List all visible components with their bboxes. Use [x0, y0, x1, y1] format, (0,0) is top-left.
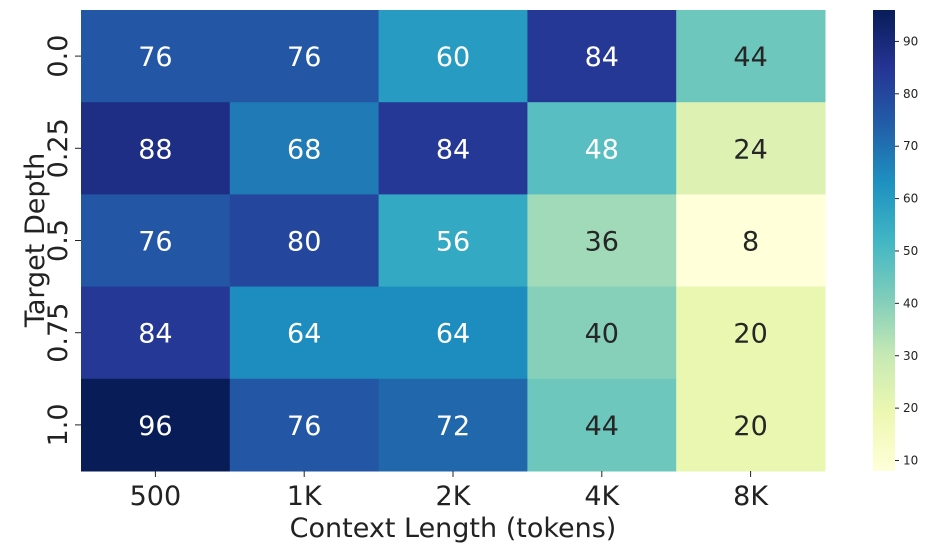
- cell-value-label: 76: [287, 42, 321, 73]
- heatmap-cell: [81, 102, 231, 195]
- x-tick-label: 8K: [733, 481, 769, 512]
- y-tick-label: 0.0: [43, 35, 74, 78]
- colorbar-tick-label: 80: [903, 87, 918, 101]
- cell-value-label: 8: [742, 227, 759, 258]
- heatmap-cell: [676, 194, 826, 288]
- colorbar-tick-label: 10: [903, 454, 918, 468]
- cell-value-label: 64: [436, 319, 470, 350]
- heatmap-cell: [378, 286, 528, 380]
- cell-value-label: 56: [436, 227, 470, 258]
- y-tick-label: 0.25: [43, 118, 74, 178]
- cell-value-label: 96: [138, 411, 172, 442]
- cell-value-label: 64: [287, 319, 321, 350]
- heatmap-cell-labels: 76 76 60 84 44 88 68 84 48 24 76 80 56 36 8 84 64 64 40 20 9…: [138, 42, 768, 442]
- y-tick-label: 0.75: [43, 303, 74, 363]
- cell-value-label: 60: [436, 42, 470, 73]
- colorbar-tick-label: 40: [903, 296, 918, 310]
- heatmap-cell: [81, 286, 231, 380]
- y-axis-label: Target Depth: [20, 153, 51, 328]
- heatmap-cell: [676, 286, 826, 380]
- heatmap-cell: [229, 378, 380, 472]
- heatmap-cell: [676, 102, 826, 195]
- cell-value-label: 68: [287, 134, 321, 165]
- heatmap-cell: [527, 286, 677, 380]
- cell-value-label: 84: [436, 134, 470, 165]
- heatmap-cell: [676, 378, 826, 472]
- cell-value-label: 48: [585, 134, 619, 165]
- heatmap-cell: [81, 10, 231, 103]
- heatmap-cell: [378, 10, 528, 103]
- heatmap-cell: [229, 10, 380, 103]
- colorbar-tick-label: 30: [903, 349, 918, 363]
- colorbar-tick-label: 60: [903, 192, 918, 206]
- cell-value-label: 84: [138, 319, 172, 350]
- colorbar-tick-label: 90: [903, 34, 918, 48]
- colorbar-tick-label: 20: [903, 401, 918, 415]
- colorbar-tick-label: 70: [903, 139, 918, 153]
- cell-value-label: 24: [733, 134, 767, 165]
- heatmap-cell: [229, 286, 380, 380]
- cell-value-label: 20: [733, 411, 767, 442]
- heatmap-cell: [676, 10, 826, 103]
- x-tick-label: 500: [130, 481, 182, 512]
- cell-value-label: 76: [138, 42, 172, 73]
- x-axis-label: Context Length (tokens): [290, 513, 617, 544]
- colorbar-gradient: [873, 10, 895, 471]
- cell-value-label: 84: [585, 42, 619, 73]
- heatmap-cell: [527, 102, 677, 195]
- cell-value-label: 44: [585, 411, 619, 442]
- cell-value-label: 76: [138, 227, 172, 258]
- cell-value-label: 80: [287, 227, 321, 258]
- cell-value-label: 72: [436, 411, 470, 442]
- cell-value-label: 44: [733, 42, 767, 73]
- x-tick-label: 4K: [584, 481, 620, 512]
- cell-value-label: 40: [585, 319, 619, 350]
- cell-value-label: 76: [287, 411, 321, 442]
- heatmap-cell: [378, 194, 528, 288]
- heatmap-cell: [229, 194, 380, 288]
- colorbar-tick-label: 50: [903, 244, 918, 258]
- heatmap-cell: [81, 378, 231, 472]
- heatmap-cell: [527, 10, 677, 103]
- x-axis-ticks: 500 1K 2K 4K 8K: [130, 471, 769, 512]
- heatmap-cell: [378, 378, 528, 472]
- cell-value-label: 36: [585, 227, 619, 258]
- heatmap-cell: [527, 194, 677, 288]
- x-tick-label: 1K: [287, 481, 323, 512]
- colorbar: 10 20 30 40 50 60 70 80 90: [873, 10, 918, 471]
- cell-value-label: 20: [733, 319, 767, 350]
- heatmap-cell: [527, 378, 677, 472]
- y-tick-label: 1.0: [43, 403, 74, 446]
- cell-value-label: 88: [138, 134, 172, 165]
- heatmap-cells: [81, 10, 826, 472]
- heatmap-cell: [229, 102, 380, 195]
- heatmap-cell: [81, 194, 231, 288]
- heatmap-cell: [378, 102, 528, 195]
- x-tick-label: 2K: [436, 481, 472, 512]
- y-tick-label: 0.5: [43, 219, 74, 262]
- y-axis-ticks: 0.0 0.25 0.5 0.75 1.0: [43, 35, 81, 446]
